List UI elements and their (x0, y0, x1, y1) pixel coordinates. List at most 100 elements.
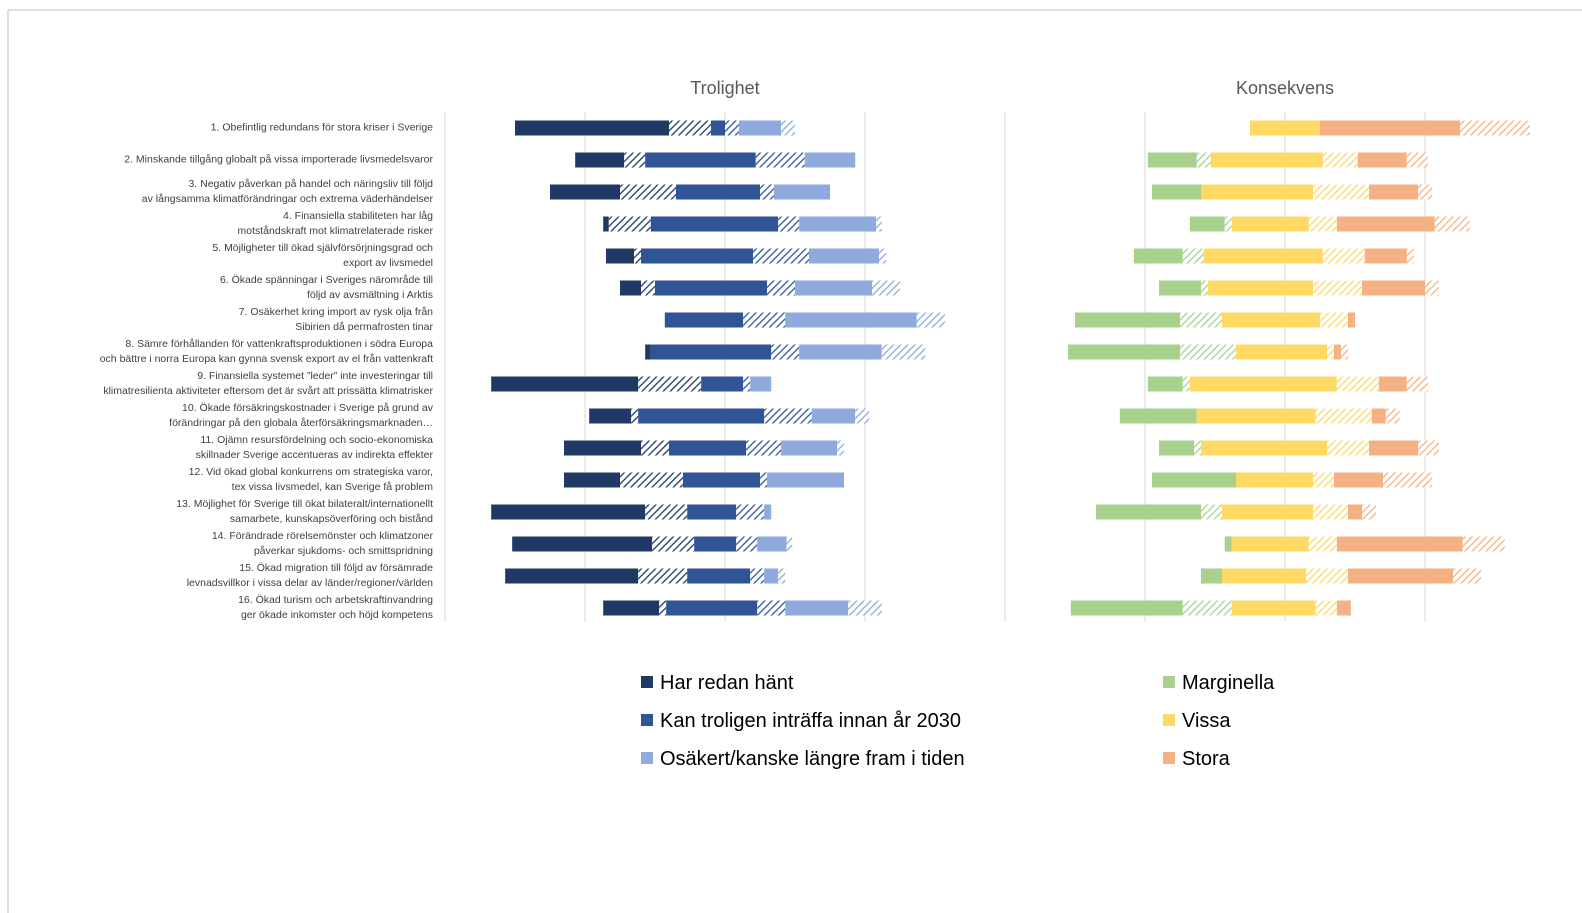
bar-segment (1231, 600, 1316, 616)
bar-segment (1308, 216, 1337, 232)
bar-segment (650, 216, 779, 232)
legend-swatch (1163, 676, 1175, 688)
bar-segment (634, 248, 641, 264)
bar-segment (781, 440, 837, 456)
legend-swatch (641, 676, 653, 688)
bar-segment (778, 568, 786, 584)
bar-segment (1133, 248, 1183, 264)
bar-segment (603, 216, 609, 232)
bar-segment (1068, 344, 1180, 360)
bar-segment (764, 408, 812, 424)
bar-segment (1320, 312, 1348, 328)
bar-segment (638, 376, 702, 392)
bar-segment (736, 504, 765, 520)
bar-segment (1222, 504, 1313, 520)
legend-label: Osäkert/kanske längre fram i tiden (660, 748, 965, 770)
bar-segment (669, 440, 746, 456)
bar-segment (764, 504, 772, 520)
bar-segment (881, 344, 926, 360)
bar-segment (1369, 440, 1418, 456)
category-label: 15. Ökad migration till följd av försämr… (186, 562, 433, 589)
bar-segment (1208, 280, 1313, 296)
bar-offset (445, 569, 505, 584)
bar-segment (837, 440, 844, 456)
bar-segment (1152, 472, 1236, 488)
legend-label: Stora (1182, 748, 1231, 770)
bar-offset (1005, 185, 1152, 200)
bar-segment (1334, 344, 1341, 360)
category-label: 16. Ökad turism och arbetskraftinvandrin… (238, 594, 433, 621)
category-label: 2. Minskande tillgång globalt på vissa i… (124, 153, 433, 166)
category-label: 14. Förändrade rörelsemönster och klimat… (211, 530, 433, 557)
bar-segment (1434, 216, 1470, 232)
bar-offset (1005, 313, 1075, 328)
bar-offset (1005, 249, 1134, 264)
bar-segment (1196, 152, 1211, 168)
category-label: 10. Ökade försäkringskostnader i Sverige… (169, 402, 433, 429)
bar-offset (1005, 409, 1120, 424)
bar-segment (804, 152, 856, 168)
bar-segment (767, 280, 795, 296)
bar-segment (1152, 184, 1201, 200)
bar-segment (855, 408, 870, 424)
bar-segment (564, 472, 620, 488)
bar-segment (750, 376, 772, 392)
bar-segment (848, 600, 882, 616)
bar-segment (1182, 248, 1204, 264)
bar-segment (1075, 312, 1180, 328)
bar-segment (1313, 280, 1362, 296)
bar-segment (1182, 600, 1232, 616)
bar-segment (872, 280, 900, 296)
bar-segment (687, 568, 751, 584)
bar-offset (445, 537, 512, 552)
bar-segment (755, 152, 805, 168)
bar-segment (1224, 216, 1232, 232)
panel-title: Trolighet (690, 78, 759, 98)
bar-segment (1383, 472, 1432, 488)
bar-segment (750, 568, 765, 584)
bar-segment (1236, 344, 1327, 360)
bar-segment (1341, 344, 1348, 360)
bar-segment (1147, 376, 1183, 392)
bar-segment (916, 312, 945, 328)
bar-segment (1315, 600, 1337, 616)
bar-segment (1119, 408, 1197, 424)
category-label: 5. Möjligheter till ökad självförsörjnin… (212, 242, 433, 269)
bar-segment (1425, 280, 1439, 296)
bar-segment (564, 440, 641, 456)
bar-offset (445, 441, 564, 456)
bar-segment (676, 184, 760, 200)
category-label: 7. Osäkerhet kring import av rysk olja f… (238, 306, 433, 333)
bar-segment (879, 248, 886, 264)
bar-segment (645, 504, 688, 520)
bar-segment (1357, 152, 1407, 168)
bar-segment (664, 312, 744, 328)
bar-segment (1371, 408, 1386, 424)
bar-segment (683, 472, 760, 488)
bar-segment (785, 312, 917, 328)
bar-segment (652, 536, 695, 552)
bar-segment (809, 248, 879, 264)
category-label: 11. Ojämn resursfördelning och socio-eko… (195, 434, 433, 461)
bar-segment (757, 600, 786, 616)
bar-segment (589, 408, 632, 424)
bar-segment (795, 280, 872, 296)
bar-segment (774, 184, 830, 200)
bar-segment (743, 376, 751, 392)
bar-segment (1322, 152, 1358, 168)
bar-segment (1418, 440, 1439, 456)
bar-segment (1308, 536, 1337, 552)
bar-segment (781, 120, 795, 136)
category-label: 3. Negativ påverkan på handel och näring… (141, 178, 433, 205)
bar-segment (694, 536, 737, 552)
bar-offset (1005, 281, 1159, 296)
bar-segment (1369, 184, 1418, 200)
bar-segment (1327, 344, 1334, 360)
bar-segment (687, 504, 737, 520)
bar-segment (1070, 600, 1183, 616)
bar-segment (512, 536, 653, 552)
bar-segment (760, 184, 774, 200)
bar-segment (1385, 408, 1400, 424)
bar-offset (445, 153, 575, 168)
